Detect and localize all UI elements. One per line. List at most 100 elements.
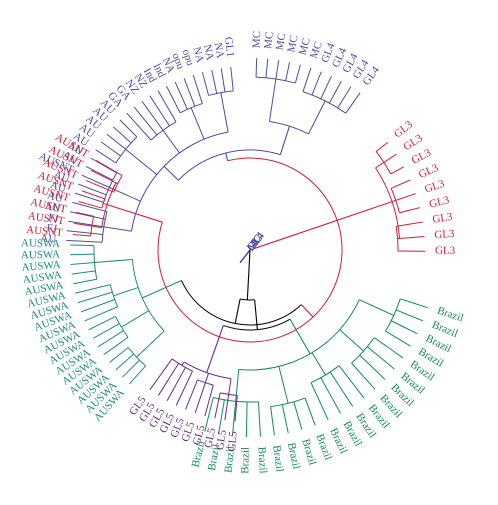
- subclade-stem: [269, 79, 275, 122]
- leaf-stem: [84, 271, 96, 273]
- leaf-branch: [396, 337, 411, 346]
- leaf-stem: [352, 363, 364, 376]
- clade-join-arc: [181, 280, 301, 325]
- leaf-branch: [309, 68, 311, 75]
- leaf-branch: [176, 393, 182, 406]
- leaf-stem: [398, 237, 422, 239]
- leaf-branch: [68, 221, 80, 223]
- subclade-stem: [121, 311, 148, 327]
- leaf-stem: [391, 321, 402, 326]
- leaf-branch: [116, 362, 125, 370]
- clade-arc: [131, 132, 228, 231]
- leaf-label: GL3: [434, 228, 456, 242]
- subclade-stem: [340, 330, 364, 351]
- leaf-stem: [312, 78, 319, 95]
- leaf-stem: [111, 149, 121, 156]
- leaf-branch: [71, 263, 83, 264]
- leaf-stem: [108, 331, 123, 341]
- leaf-branch: [67, 231, 79, 232]
- leaf-branch: [75, 290, 87, 293]
- leaf-branch: [259, 420, 260, 437]
- leaf-stem: [376, 144, 385, 151]
- leaf-stem: [125, 354, 134, 362]
- leaf-branch: [195, 400, 199, 413]
- leaf-branch: [389, 348, 403, 358]
- leaf-branch: [309, 409, 315, 425]
- leaf-label: MC: [251, 31, 264, 49]
- leaf-branch: [321, 404, 328, 419]
- leaf-branch: [78, 299, 89, 303]
- leaf-branch: [354, 385, 364, 398]
- leaf-stem: [106, 156, 116, 163]
- leaf-branch: [75, 193, 86, 197]
- leaf-branch: [299, 65, 301, 72]
- backbone-branch: [250, 202, 392, 250]
- leaf-stem: [321, 82, 329, 98]
- leaf-label: Brazil: [285, 442, 302, 471]
- leaf-stem: [339, 366, 354, 385]
- leaf-branch: [150, 378, 158, 389]
- leaf-stem: [180, 93, 187, 109]
- leaf-branch: [134, 107, 142, 116]
- leaf-label: AUSWA: [21, 237, 60, 250]
- leaf-branch: [231, 67, 232, 79]
- leaf-branch: [82, 175, 93, 180]
- subclade-stem: [126, 149, 157, 174]
- leaf-branch: [225, 406, 227, 420]
- leaf-label: Brazil: [255, 446, 268, 474]
- backbone-branch: [290, 319, 310, 354]
- leaf-branch: [113, 127, 122, 135]
- leaf-stem: [188, 89, 194, 106]
- leaf-stem: [83, 263, 95, 264]
- leaf-stem: [266, 66, 267, 78]
- leaf-branch: [98, 340, 108, 346]
- leaf-branch: [412, 303, 428, 308]
- leaf-stem: [96, 173, 117, 184]
- leaf-stem: [286, 69, 288, 81]
- leaf-stem: [119, 348, 128, 356]
- leaf-label: GL3: [435, 245, 456, 257]
- leaf-branch: [82, 191, 88, 193]
- leaf-branch: [130, 375, 138, 384]
- leaf-stem: [182, 371, 192, 393]
- leaf-branch: [338, 81, 341, 87]
- leaf-stem: [131, 360, 140, 368]
- leaf-branch: [319, 72, 322, 79]
- leaf-stem: [329, 87, 338, 103]
- leaf-branch: [343, 392, 352, 406]
- leaf-branch: [212, 70, 215, 82]
- leaf-stem: [205, 84, 208, 96]
- leaf-branch: [85, 316, 96, 321]
- leaf-stem: [89, 292, 112, 299]
- leaf-branch: [66, 240, 78, 241]
- leaf-branch: [186, 397, 191, 410]
- leaf-stem: [391, 168, 402, 174]
- leaf-branch: [278, 60, 279, 67]
- leaf-branch: [205, 402, 209, 416]
- leaf-branch: [142, 101, 149, 111]
- leaf-branch: [272, 419, 274, 436]
- leaf-label: GL3: [423, 178, 446, 196]
- leaf-stem: [396, 195, 413, 201]
- leaf-stem: [116, 142, 125, 150]
- leaf-stem: [223, 80, 225, 92]
- leaf-branch: [127, 113, 135, 122]
- leaf-label: GL3: [417, 162, 441, 181]
- leaf-branch: [413, 194, 416, 195]
- subclade-stem: [312, 353, 325, 375]
- leaf-stem: [78, 241, 102, 242]
- leaf-stem: [396, 223, 420, 227]
- leaf-branch: [158, 384, 165, 396]
- leaf-branch: [215, 405, 218, 419]
- subclade-stem: [191, 108, 204, 139]
- subclade-stem: [113, 288, 138, 296]
- leaf-branch: [328, 76, 331, 82]
- backbone-branch: [107, 205, 162, 223]
- leaf-stem: [214, 82, 216, 94]
- leaf-branch: [401, 167, 404, 168]
- leaf-stem: [200, 383, 206, 400]
- subclade-stem: [95, 259, 133, 262]
- leaf-stem: [96, 307, 118, 316]
